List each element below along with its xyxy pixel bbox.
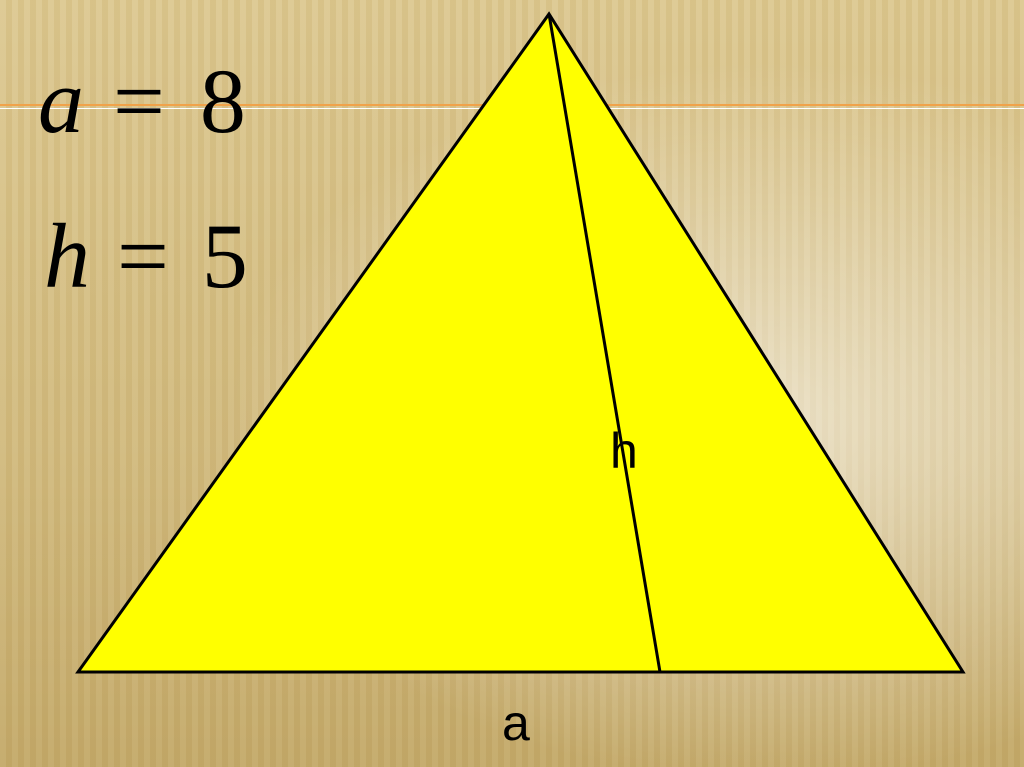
label-h: h [610,422,638,480]
triangle-diagram [0,0,1024,767]
triangle-shape [78,14,963,672]
label-a: a [502,694,530,752]
